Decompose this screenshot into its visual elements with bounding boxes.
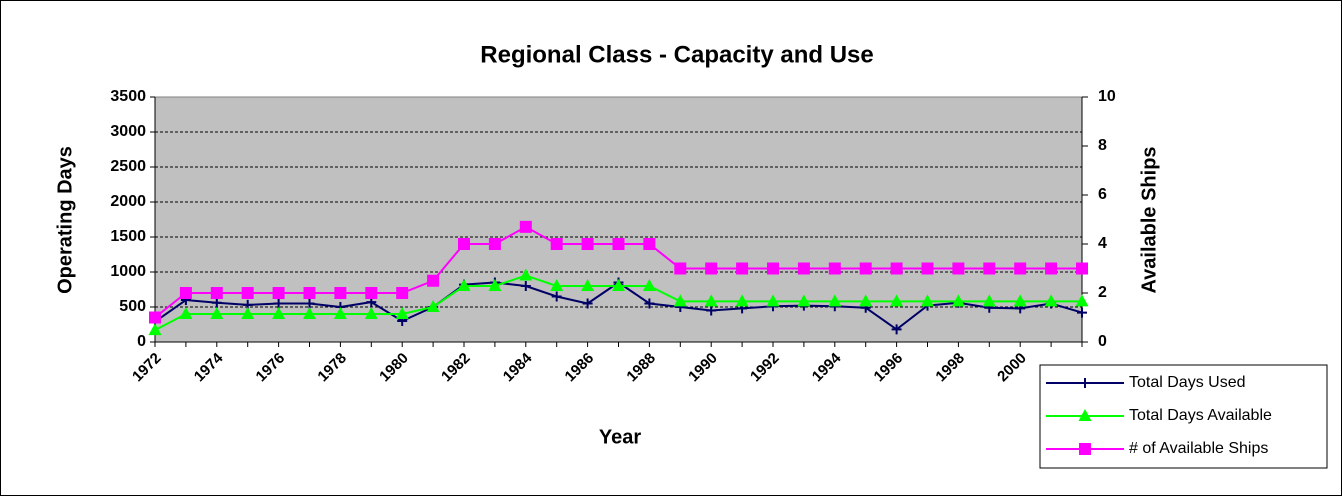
- marker: [272, 287, 285, 299]
- y-axis-label: Operating Days: [54, 146, 76, 294]
- marker: [612, 279, 625, 291]
- y-tick-label: 1500: [110, 228, 146, 245]
- y2-tick-label: 8: [1098, 137, 1107, 154]
- y-tick-label: 1000: [110, 263, 146, 280]
- marker: [427, 274, 440, 287]
- marker: [210, 307, 224, 319]
- marker: [426, 300, 440, 312]
- marker: [211, 297, 222, 308]
- marker: [488, 238, 501, 250]
- marker: [951, 294, 965, 307]
- marker: [551, 291, 562, 302]
- legend-label: Total Days Used: [1129, 374, 1246, 391]
- marker: [334, 287, 347, 299]
- marker: [179, 307, 193, 319]
- marker: [982, 294, 996, 307]
- marker: [797, 262, 810, 275]
- y2-tick-label: 2: [1098, 284, 1107, 301]
- marker: [921, 294, 934, 307]
- marker: [210, 287, 223, 299]
- marker: [550, 238, 563, 250]
- marker: [1045, 262, 1058, 275]
- marker: [983, 262, 996, 275]
- marker: [364, 307, 378, 319]
- marker: [952, 262, 965, 275]
- y2-tick-label: 0: [1098, 333, 1107, 350]
- marker: [643, 238, 656, 250]
- marker: [581, 238, 594, 250]
- marker: [828, 262, 841, 275]
- marker: [1077, 307, 1087, 318]
- x-axis-label: Year: [599, 426, 641, 448]
- marker: [241, 287, 254, 299]
- marker: [859, 262, 872, 275]
- marker: [395, 307, 409, 319]
- marker: [1013, 294, 1027, 307]
- marker: [1044, 294, 1058, 307]
- y-tick-label: 500: [119, 298, 146, 315]
- marker: [519, 220, 532, 233]
- marker: [674, 262, 687, 275]
- marker: [1075, 294, 1089, 307]
- marker: [642, 279, 656, 291]
- marker: [705, 262, 718, 275]
- marker: [581, 279, 595, 291]
- legend-label: # of Available Ships: [1129, 440, 1268, 457]
- y-tick-label: 2000: [110, 193, 146, 210]
- legend-label: Total Days Available: [1129, 407, 1272, 424]
- marker: [457, 279, 471, 291]
- marker: [797, 294, 811, 307]
- marker: [149, 311, 161, 324]
- marker: [396, 287, 409, 299]
- marker: [520, 281, 531, 291]
- plot-area: [154, 96, 1083, 343]
- marker: [458, 238, 470, 250]
- marker: [148, 323, 162, 336]
- marker: [921, 262, 934, 275]
- y2-axis-label: Available Ships: [1138, 146, 1160, 293]
- marker: [704, 294, 718, 307]
- legend-marker: [1078, 409, 1092, 421]
- y2-tick-label: 4: [1098, 235, 1107, 252]
- marker: [179, 287, 192, 299]
- marker: [828, 294, 842, 307]
- y-tick-label: 2500: [110, 158, 146, 175]
- marker: [766, 294, 780, 307]
- marker: [706, 305, 717, 316]
- marker: [1076, 262, 1088, 275]
- marker: [673, 294, 687, 307]
- marker: [1014, 262, 1027, 275]
- y2-tick-label: 6: [1098, 186, 1107, 203]
- marker: [303, 287, 316, 299]
- marker: [365, 287, 378, 299]
- marker: [519, 268, 533, 281]
- marker: [736, 262, 749, 275]
- y2-tick-label: 10: [1098, 88, 1116, 105]
- marker: [891, 324, 902, 335]
- marker: [859, 294, 873, 307]
- marker: [890, 294, 904, 307]
- y-tick-label: 3500: [110, 88, 146, 105]
- marker: [488, 279, 502, 291]
- marker: [304, 298, 315, 309]
- marker: [273, 298, 284, 309]
- y-tick-label: 3000: [110, 123, 146, 140]
- marker: [303, 307, 316, 319]
- marker: [582, 298, 593, 309]
- marker: [272, 307, 286, 319]
- legend-marker: [1080, 378, 1090, 388]
- marker: [612, 238, 625, 250]
- marker: [644, 298, 655, 309]
- chart-title: Regional Class - Capacity and Use: [480, 41, 873, 68]
- marker: [890, 262, 903, 275]
- marker: [735, 294, 749, 307]
- marker: [767, 262, 779, 275]
- y-tick-label: 0: [137, 333, 146, 350]
- marker: [333, 307, 347, 319]
- marker: [550, 279, 564, 291]
- legend-marker: [1079, 443, 1091, 455]
- marker: [241, 307, 255, 319]
